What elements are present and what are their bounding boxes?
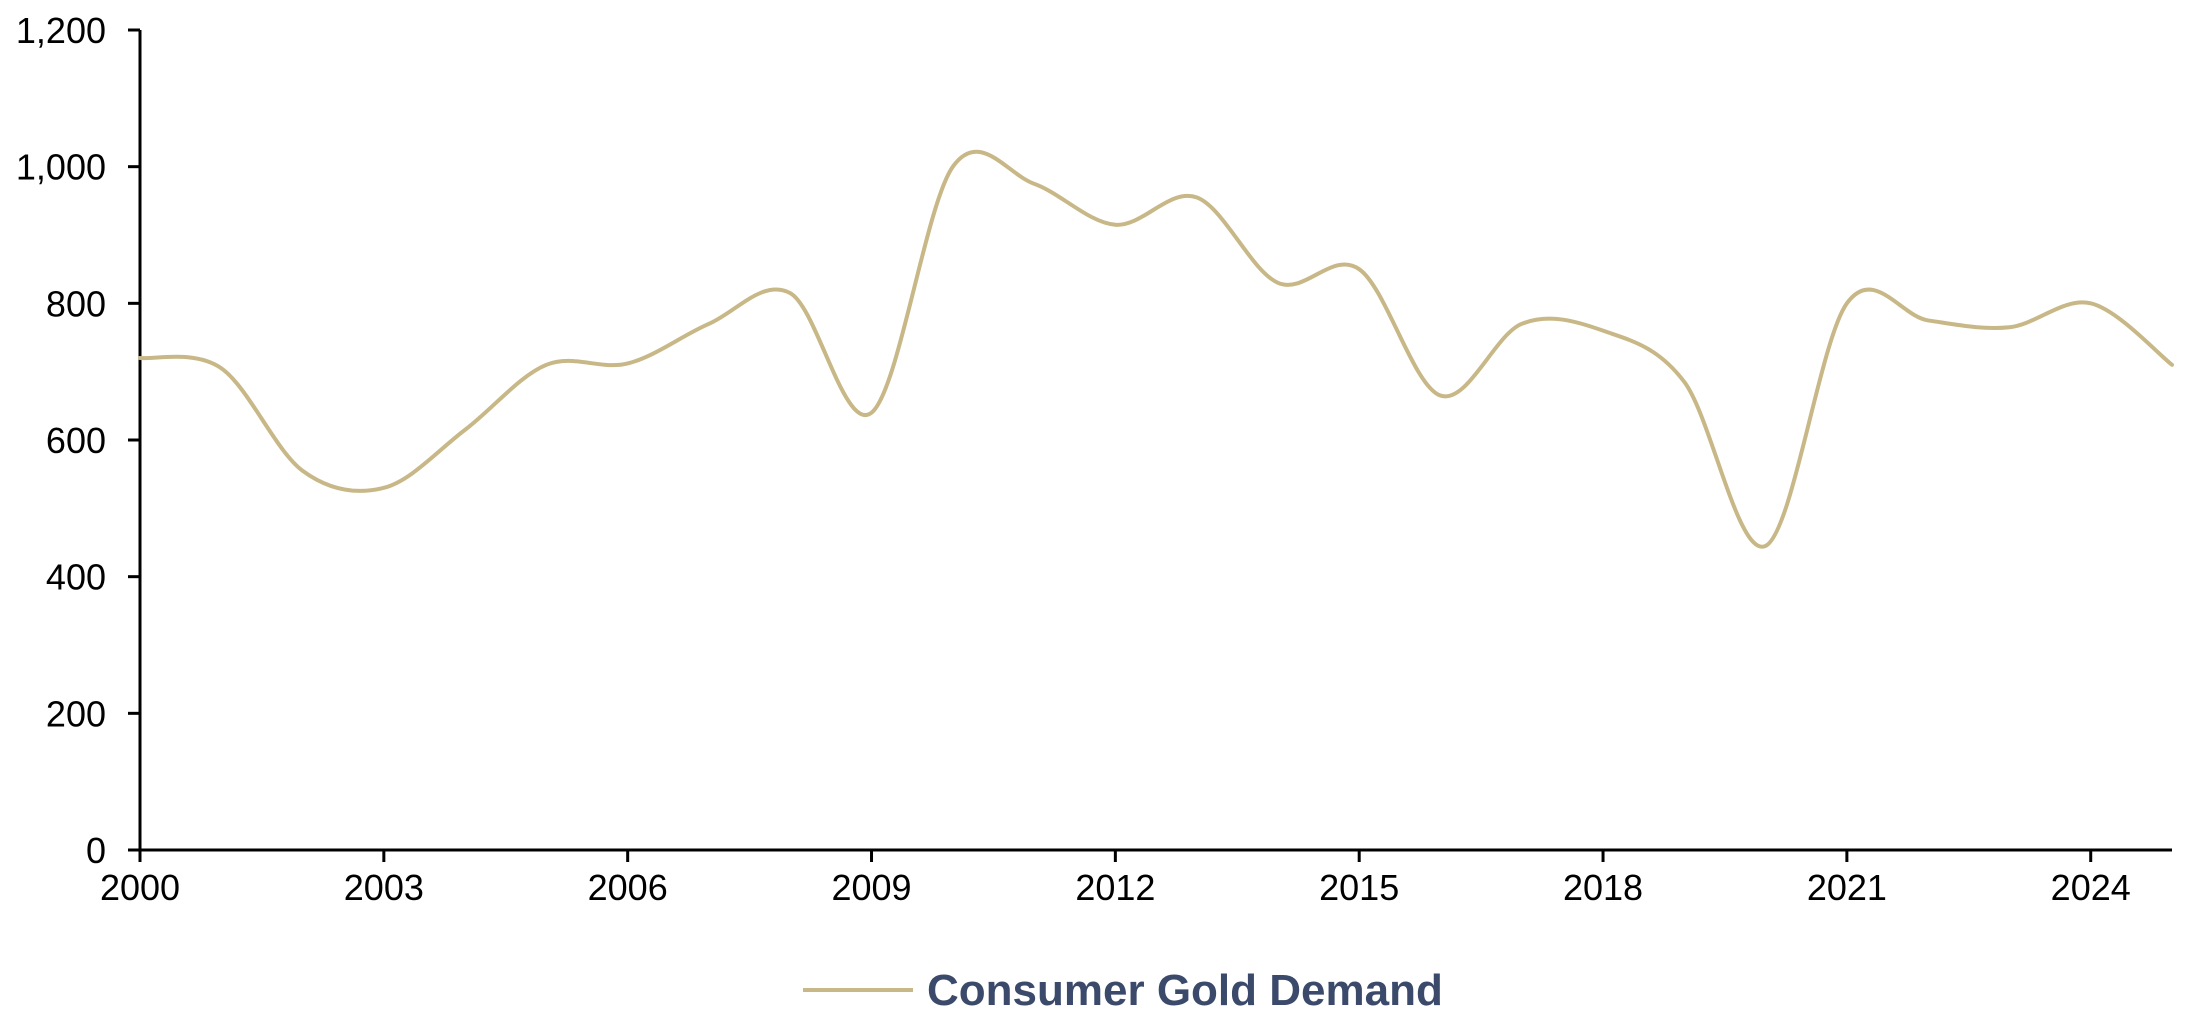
legend-label: Consumer Gold Demand bbox=[927, 966, 1443, 1015]
series-group bbox=[138, 149, 2174, 549]
y-tick-label: 1,200 bbox=[16, 10, 106, 51]
series-line-0 bbox=[138, 149, 2174, 549]
x-tick-label: 2000 bbox=[100, 867, 180, 908]
x-tick-label: 2009 bbox=[831, 867, 911, 908]
x-tick-label: 2012 bbox=[1075, 867, 1155, 908]
x-tick-label: 2018 bbox=[1563, 867, 1643, 908]
x-axis: 2000 2003 2006 2009 2012 2015 2018 2021 2024 bbox=[100, 848, 2172, 908]
y-tick-label: 1,000 bbox=[16, 147, 106, 188]
y-tick-label: 600 bbox=[46, 420, 106, 461]
y-tick-label: 800 bbox=[46, 283, 106, 324]
y-tick-label: 400 bbox=[46, 557, 106, 598]
x-tick-label: 2021 bbox=[1807, 867, 1887, 908]
y-axis: 0 200 400 600 800 1,000 1,200 bbox=[16, 10, 142, 871]
y-tick-label: 0 bbox=[86, 830, 106, 871]
x-tick-label: 2006 bbox=[588, 867, 668, 908]
x-tick-label: 2024 bbox=[2051, 867, 2131, 908]
x-tick-label: 2003 bbox=[344, 867, 424, 908]
legend: Consumer Gold Demand bbox=[803, 966, 1443, 1015]
x-tick-label: 2015 bbox=[1319, 867, 1399, 908]
y-tick-label: 200 bbox=[46, 693, 106, 734]
